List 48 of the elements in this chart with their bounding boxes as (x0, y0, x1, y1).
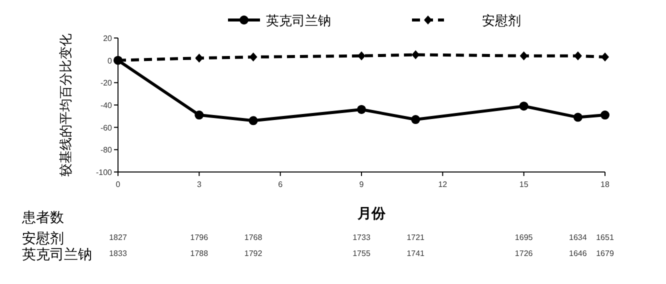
point (249, 52, 258, 62)
x-axis-title: 月份 (356, 205, 386, 221)
text: 1679 (596, 249, 614, 258)
point (573, 112, 582, 122)
y-tick-label: -100 (96, 168, 113, 177)
text: 1646 (569, 249, 588, 258)
x-tick-label: 6 (278, 180, 284, 189)
x-tick-label: 9 (359, 180, 364, 189)
point (600, 110, 610, 120)
text: 1651 (596, 233, 614, 242)
text: 1726 (514, 249, 534, 258)
text: 1796 (190, 233, 209, 242)
y-tick-label: -80 (100, 146, 113, 155)
x-tick-label: 12 (438, 180, 448, 189)
y-axis-title: 较基线的平均百分比变化 (58, 34, 73, 176)
text: 1741 (406, 249, 426, 258)
y-tick-label: -60 (100, 123, 113, 132)
text: 患者数 (21, 209, 64, 225)
text: 1833 (109, 249, 128, 258)
text: 1792 (244, 249, 263, 258)
text: 英克司兰钠 (22, 246, 92, 262)
point (194, 110, 204, 120)
y-tick-label: -20 (100, 78, 113, 88)
text: 1634 (569, 233, 588, 242)
x-tick-label: 18 (600, 180, 610, 189)
text: 安慰剂 (22, 230, 64, 246)
text: 1755 (352, 249, 371, 258)
text: 1721 (406, 233, 426, 242)
point (357, 104, 366, 114)
text: 1733 (352, 233, 371, 242)
x-tick-label: 3 (196, 180, 202, 189)
text: 1827 (109, 233, 128, 242)
text: 1768 (244, 233, 263, 242)
y-tick-label: -40 (100, 101, 113, 110)
point (519, 102, 528, 111)
point (411, 115, 420, 124)
y-tick-label: 0 (108, 56, 113, 66)
point (358, 51, 366, 60)
text: 1695 (514, 233, 534, 242)
point (520, 51, 528, 60)
point (248, 116, 258, 126)
legend-label: 英克司兰钠 (266, 13, 331, 28)
x-tick-label: 0 (116, 180, 121, 189)
text: 1788 (190, 249, 209, 258)
x-tick-label: 15 (519, 180, 529, 189)
y-tick-label: 20 (103, 34, 113, 43)
point (601, 52, 609, 62)
series-label: 安慰剂 (482, 13, 521, 28)
